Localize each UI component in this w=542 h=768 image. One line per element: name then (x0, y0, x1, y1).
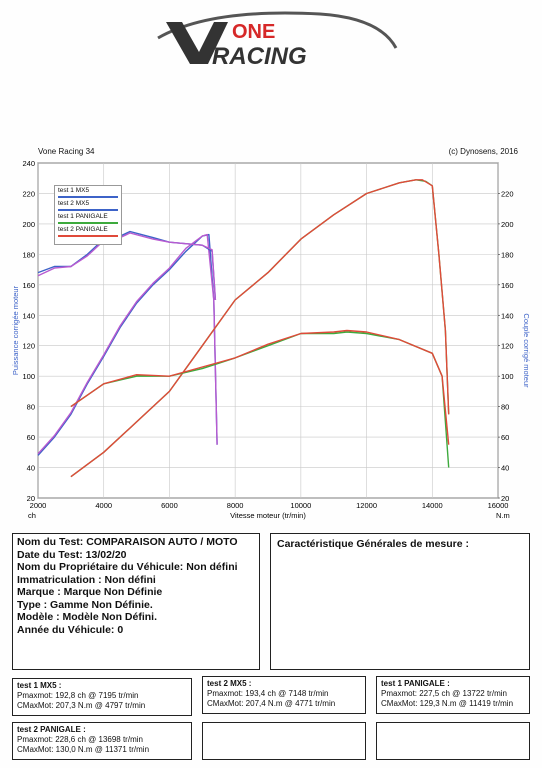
annee: Année du Véhicule: 0 (17, 623, 124, 636)
result-box-empty (202, 722, 366, 760)
y2-axis-label: Couple corrigé moteur (522, 313, 530, 388)
y-tick-label: 120 (22, 342, 35, 351)
legend-item: test 1 MX5 (55, 186, 121, 199)
vone-racing-logo: ONE RACING (157, 11, 398, 70)
owner-name: Nom du Propriétaire du Véhicule: Non déf… (17, 561, 238, 573)
result-torque: CMaxMot: 130,0 N.m @ 11371 tr/min (17, 745, 150, 754)
series-line (70, 329, 450, 445)
modele: Modèle : Modèle Non Défini. (17, 611, 158, 623)
marque: Marque : Marque Non Définie (17, 586, 163, 598)
series-line (37, 232, 217, 301)
test-date: Date du Test: 13/02/20 (17, 548, 127, 561)
y2-tick-label: 80 (501, 403, 509, 412)
x-tick-label: 2000 (30, 501, 47, 510)
y-axis-label: Puissance corrigée moteur (11, 285, 20, 375)
x-tick-label: 16000 (488, 501, 509, 510)
result-power: Pmaxmot: 227,5 ch @ 13722 tr/min (381, 689, 507, 698)
series-line (37, 233, 218, 455)
x-axis-label: Vitesse moteur (tr/min) (230, 511, 306, 520)
series-line (70, 179, 450, 478)
chart-legend: test 1 MX5 test 2 MX5 test 1 PANIGALE te… (54, 185, 122, 245)
legend-item: test 2 PANIGALE (55, 225, 121, 238)
y-tick-label: 60 (27, 433, 35, 442)
y-tick-label: 180 (22, 250, 35, 259)
legend-label: test 1 PANIGALE (58, 213, 108, 220)
result-box-test1-panigale: test 1 PANIGALE : Pmaxmot: 227,5 ch @ 13… (376, 676, 530, 714)
measure-characteristics-title: Caractéristique Générales de mesure : (277, 538, 470, 550)
result-box-test2-panigale: test 2 PANIGALE : Pmaxmot: 228,6 ch @ 13… (12, 722, 192, 760)
y2-tick-label: 60 (501, 433, 509, 442)
result-power: Pmaxmot: 193,4 ch @ 7148 tr/min (207, 689, 329, 698)
y2-tick-label: 120 (501, 342, 514, 351)
y-tick-label: 200 (22, 220, 35, 229)
result-power: Pmaxmot: 228,6 ch @ 13698 tr/min (17, 735, 143, 744)
y-tick-label: 220 (22, 189, 35, 198)
logo-one-text: ONE (232, 21, 275, 43)
y-tick-label: 20 (27, 494, 35, 503)
result-title: test 2 MX5 : (207, 679, 252, 688)
y-tick-label: 240 (22, 159, 35, 168)
y2-tick-label: 180 (501, 250, 514, 259)
result-torque: CMaxMot: 207,4 N.m @ 4771 tr/min (207, 699, 336, 708)
y-tick-label: 140 (22, 311, 35, 320)
result-box-test1-mx5: test 1 MX5 : Pmaxmot: 192,8 ch @ 7195 tr… (12, 678, 192, 716)
result-box-test2-mx5: test 2 MX5 : Pmaxmot: 193,4 ch @ 7148 tr… (202, 676, 366, 714)
x-unit-label: ch (28, 511, 36, 520)
y-tick-label: 160 (22, 281, 35, 290)
legend-item: test 2 MX5 (55, 199, 121, 212)
y-tick-label: 100 (22, 372, 35, 381)
test-name: Nom du Test: COMPARAISON AUTO / MOTO (17, 536, 238, 548)
legend-label: test 1 MX5 (58, 187, 90, 194)
legend-label: test 2 PANIGALE (58, 226, 108, 233)
y2-tick-label: 20 (501, 494, 509, 503)
x-tick-label: 4000 (95, 501, 112, 510)
type: Type : Gamme Non Définie. (17, 598, 153, 611)
x-tick-label: 10000 (290, 501, 311, 510)
y-tick-label: 80 (27, 403, 35, 412)
y2-tick-label: 100 (501, 372, 514, 381)
x-tick-label: 8000 (227, 501, 244, 510)
result-title: test 1 PANIGALE : (381, 679, 450, 688)
result-box-empty (376, 722, 530, 760)
y2-unit-label: N.m (496, 511, 510, 520)
result-power: Pmaxmot: 192,8 ch @ 7195 tr/min (17, 691, 139, 700)
y2-tick-label: 160 (501, 281, 514, 290)
test-info-box: Nom du Test: COMPARAISON AUTO / MOTO Dat… (12, 533, 260, 670)
y2-tick-label: 140 (501, 311, 514, 320)
result-torque: CMaxMot: 207,3 N.m @ 4797 tr/min (17, 701, 146, 710)
result-title: test 2 PANIGALE : (17, 725, 86, 734)
logo-racing-text: RACING (212, 43, 307, 70)
y2-tick-label: 200 (501, 220, 514, 229)
immatriculation: Immatriculation : Non défini (17, 573, 156, 586)
result-title: test 1 MX5 : (17, 681, 62, 690)
measure-characteristics-box: Caractéristique Générales de mesure : (270, 533, 530, 670)
y2-tick-label: 220 (501, 189, 514, 198)
legend-label: test 2 MX5 (58, 200, 90, 207)
legend-item: test 1 PANIGALE (55, 212, 121, 225)
x-tick-label: 12000 (356, 501, 377, 510)
x-tick-label: 6000 (161, 501, 178, 510)
dyno-chart: Vone Racing 34 (c) Dynosens, 2016 2000 40… (10, 145, 530, 525)
y2-tick-label: 40 (501, 464, 509, 473)
result-torque: CMaxMot: 129,3 N.m @ 11419 tr/min (381, 699, 514, 708)
chart-header-right: (c) Dynosens, 2016 (448, 147, 518, 156)
chart-header-left: Vone Racing 34 (38, 147, 95, 156)
y-tick-label: 40 (27, 464, 35, 473)
x-tick-label: 14000 (422, 501, 443, 510)
